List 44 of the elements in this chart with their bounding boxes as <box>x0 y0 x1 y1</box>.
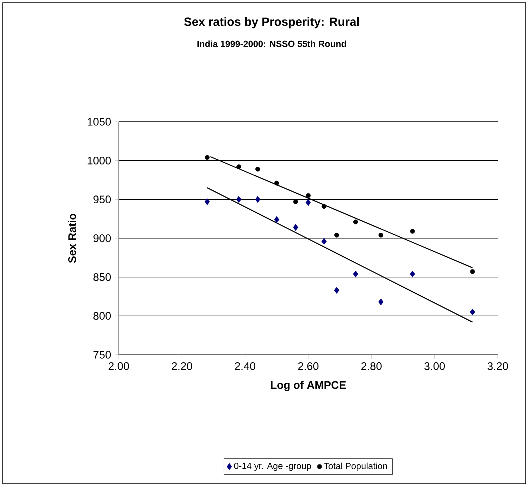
point <box>274 216 280 224</box>
y-tick-label: 1000 <box>88 156 112 165</box>
x-tick-label: 2.60 <box>298 362 319 370</box>
point <box>256 166 260 172</box>
point <box>205 155 210 160</box>
x-axis-title: Log of AMPCE <box>271 381 346 392</box>
x-tick-label: 2.00 <box>108 362 130 370</box>
y-axis-title: Sex Ratio <box>68 214 76 264</box>
point <box>293 200 298 204</box>
legend-label: 0-14 yr. Age -group <box>234 462 312 472</box>
chart-subtitle: India 1999-2000: NSSO 55th Round <box>198 40 346 48</box>
x-tick-label: 2.80 <box>362 362 382 370</box>
point <box>293 224 298 232</box>
point <box>236 164 242 170</box>
legend-label: Total Population <box>324 462 388 472</box>
x-tick-label: 2.20 <box>172 362 192 370</box>
x-tick-label: 3.00 <box>424 362 446 370</box>
y-tick-label: 800 <box>94 312 112 320</box>
point <box>470 308 476 316</box>
y-tick-label: 900 <box>94 234 112 242</box>
point <box>334 287 340 294</box>
point <box>306 193 311 198</box>
point <box>236 196 242 204</box>
y-tick-label: 850 <box>94 273 112 282</box>
x-tick-label: 3.20 <box>488 362 508 370</box>
point <box>322 204 327 210</box>
point <box>255 196 261 204</box>
y-tick-label: 950 <box>94 196 112 204</box>
point <box>334 232 340 238</box>
y-tick-label: 750 <box>94 351 112 359</box>
point <box>378 298 384 306</box>
point <box>322 238 327 245</box>
point <box>306 199 312 206</box>
chart-title: Sex ratios by Prosperity: Rural <box>184 17 360 29</box>
point <box>410 270 416 278</box>
y-tick-label: 1050 <box>88 118 112 126</box>
point <box>353 270 358 278</box>
point <box>410 229 416 234</box>
point <box>204 198 210 206</box>
x-tick-label: 2.40 <box>235 362 256 370</box>
point <box>470 269 476 274</box>
point <box>353 220 358 225</box>
point <box>378 232 384 238</box>
point <box>274 180 280 186</box>
